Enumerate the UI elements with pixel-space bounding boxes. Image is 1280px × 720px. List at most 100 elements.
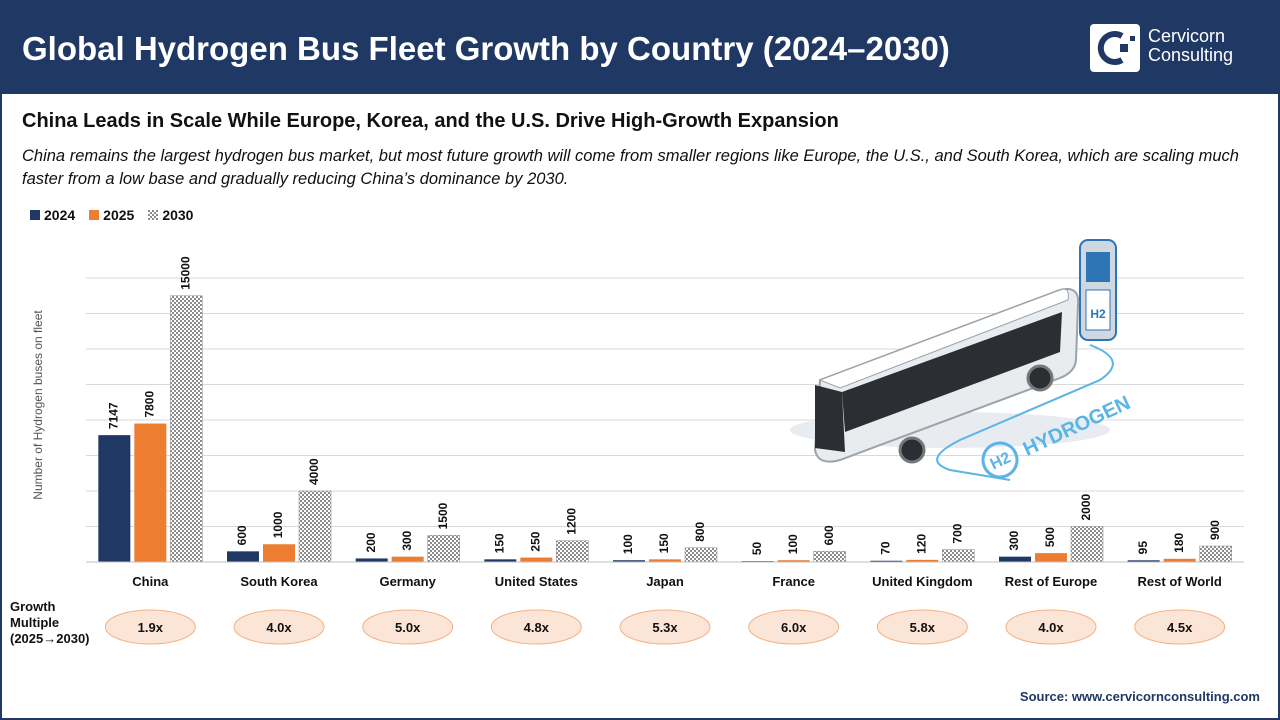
legend-item-2025: 2025 (89, 207, 134, 223)
legend-item-2030: 2030 (148, 207, 193, 223)
data-label: 2000 (1079, 493, 1093, 520)
legend: 2024 2025 2030 (30, 207, 193, 223)
bus-icon (813, 288, 1080, 464)
data-label: 600 (235, 525, 249, 545)
chart-description: China remains the largest hydrogen bus m… (22, 145, 1276, 191)
growth-multiple-badge (876, 609, 968, 645)
category-label: United Kingdom (872, 574, 972, 589)
logo-icon (1097, 31, 1135, 65)
data-label: 15000 (179, 256, 193, 290)
legend-label-2030: 2030 (162, 207, 194, 223)
legend-swatch-2025 (89, 210, 100, 220)
growth-multiple-badge (1134, 609, 1226, 645)
growth-multiple-badge (362, 609, 454, 645)
legend-swatch-2024 (30, 210, 40, 220)
page-title: Global Hydrogen Bus Fleet Growth by Coun… (22, 30, 950, 67)
data-label: 120 (915, 534, 929, 554)
bar-2030-france (813, 551, 846, 563)
bar-2025-south-korea (263, 544, 295, 562)
growth-multiple-value: 5.3x (652, 620, 678, 635)
data-label: 50 (750, 541, 764, 555)
data-label: 100 (786, 534, 800, 554)
bar-2025-rest-of-europe (1035, 553, 1067, 562)
category-label: Rest of Europe (1005, 574, 1097, 589)
data-label: 300 (400, 530, 414, 550)
growth-multiple-badge (104, 609, 196, 645)
data-label: 500 (1043, 527, 1057, 547)
data-label: 300 (1007, 530, 1021, 550)
bars (98, 295, 1232, 563)
growth-multiple-label: Growth Multiple (2025→2030) (10, 599, 90, 647)
legend-item-2024: 2024 (30, 207, 75, 223)
h2-logo-text: H2 (988, 449, 1014, 473)
growth-multiple-value: 5.8x (910, 620, 936, 635)
data-label: 7147 (107, 402, 121, 429)
bar-2030-rest-of-world (1199, 545, 1232, 563)
data-label: 250 (529, 531, 543, 551)
bar-2025-france (777, 560, 810, 562)
data-label: 150 (657, 533, 671, 553)
data-label: 7800 (143, 391, 157, 418)
data-label: 800 (693, 521, 707, 541)
logo-text: Cervicorn Consulting (1148, 27, 1233, 65)
logo (1090, 24, 1140, 72)
logo-text-line2: Consulting (1148, 45, 1234, 65)
bar-2025-united-states (520, 557, 553, 562)
category-label: Japan (646, 574, 684, 589)
data-label: 4000 (307, 458, 321, 485)
bar-2024-rest-of-europe (999, 556, 1031, 562)
bar-2030-united-states (556, 540, 589, 563)
category-label: United States (495, 574, 578, 589)
growth-multiple-badge (233, 609, 325, 645)
header-bar (2, 2, 1278, 94)
data-label: 1200 (565, 508, 579, 535)
category-label: South Korea (240, 574, 318, 589)
category-label: Rest of World (1138, 574, 1222, 589)
data-label: 95 (1136, 541, 1150, 555)
source-note: Source: www.cervicornconsulting.com (1019, 689, 1260, 704)
growth-label-line-1: Growth (10, 599, 56, 614)
data-label: 200 (364, 532, 378, 552)
data-label: 180 (1172, 532, 1186, 552)
bar-2024-south-korea (227, 551, 259, 562)
bar-2025-china (134, 423, 167, 562)
data-label: 150 (493, 533, 507, 553)
bar-2030-japan (684, 547, 718, 563)
growth-multiple-badge (490, 609, 582, 645)
bar-2030-china (170, 295, 203, 563)
description-line-1: China remains the largest hydrogen bus m… (22, 147, 1239, 165)
h2-station-label: H2 (1090, 307, 1106, 321)
growth-multiple-value: 4.5x (1167, 620, 1193, 635)
legend-swatch-2030 (148, 210, 159, 220)
growth-multiple-badge (748, 609, 840, 645)
bar-2030-germany (427, 535, 460, 563)
data-label: 70 (879, 541, 893, 555)
growth-multiple-value: 1.9x (138, 620, 164, 635)
growth-multiple-value: 5.0x (395, 620, 421, 635)
data-label: 100 (621, 534, 635, 554)
legend-label-2025: 2025 (103, 207, 135, 223)
category-label: China (132, 574, 169, 589)
growth-multiple-value: 6.0x (781, 620, 807, 635)
bar-2025-japan (649, 559, 681, 562)
data-labels: 7147 7800 15000 600 1000 4000 200 300 1500 150 250… (107, 256, 1222, 555)
bar-2025-germany (391, 556, 424, 562)
bar-2024-china (98, 435, 131, 562)
description-line-2: faster from a low base and gradually red… (22, 170, 569, 188)
bar-2025-united-kingdom (906, 559, 939, 562)
bar-2030-south-korea (298, 490, 332, 563)
charging-cable-glow (936, 344, 1114, 481)
logo-text-line1: Cervicorn (1148, 26, 1226, 46)
category-labels: China South Korea Germany United States Japa… (132, 574, 1222, 589)
growth-multiple-badge (619, 609, 711, 645)
hydrogen-bus-illustration: H2 H2 HYDROGEN (790, 239, 1134, 481)
data-label: 600 (822, 525, 836, 545)
bar-2030-united-kingdom (942, 549, 975, 563)
growth-multiple-value: 4.0x (266, 620, 292, 635)
category-label: Germany (379, 574, 436, 589)
charging-station-icon: H2 (1079, 239, 1117, 341)
data-label: 700 (951, 523, 965, 543)
chart-subtitle: China Leads in Scale While Europe, Korea… (22, 110, 839, 132)
growth-multiple-value: 4.0x (1038, 620, 1064, 635)
